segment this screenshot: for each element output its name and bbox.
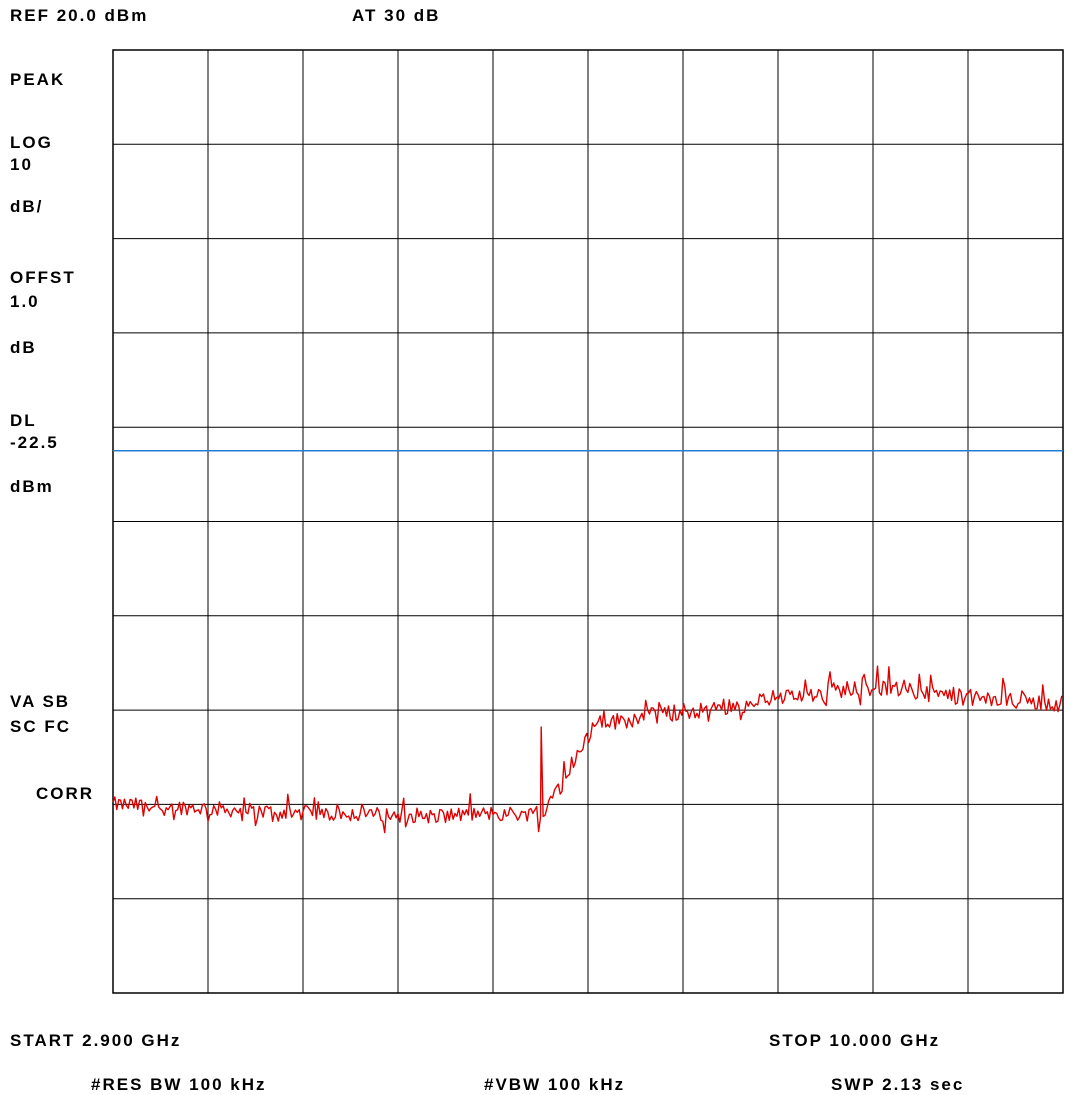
stop-frequency-label: STOP 10.000 GHz bbox=[769, 1031, 941, 1050]
offset-unit-label: dB bbox=[10, 338, 37, 357]
attenuation-label: AT 30 dB bbox=[352, 6, 441, 25]
display-line-unit-label: dBm bbox=[10, 477, 54, 496]
sweep-time-label: SWP 2.13 sec bbox=[831, 1075, 965, 1094]
coupling-label-1: VA SB bbox=[10, 692, 71, 711]
offset-label: OFFST bbox=[10, 268, 76, 287]
correction-label: CORR bbox=[36, 784, 95, 803]
display-line-value-label: -22.5 bbox=[10, 433, 59, 452]
video-bandwidth-label: #VBW 100 kHz bbox=[484, 1075, 626, 1094]
spectrum-trace bbox=[112, 665, 1063, 834]
scale-log-label: LOG bbox=[10, 133, 53, 152]
start-frequency-label: START 2.900 GHz bbox=[10, 1031, 182, 1050]
scale-value-label: 10 bbox=[10, 155, 33, 174]
scale-unit-label: dB/ bbox=[10, 197, 44, 216]
display-line-label: DL bbox=[10, 411, 37, 430]
coupling-label-2: SC FC bbox=[10, 717, 71, 736]
offset-value-label: 1.0 bbox=[10, 292, 40, 311]
detector-label: PEAK bbox=[10, 70, 66, 89]
ref-level-label: REF 20.0 dBm bbox=[10, 6, 149, 25]
resolution-bandwidth-label: #RES BW 100 kHz bbox=[91, 1075, 267, 1094]
